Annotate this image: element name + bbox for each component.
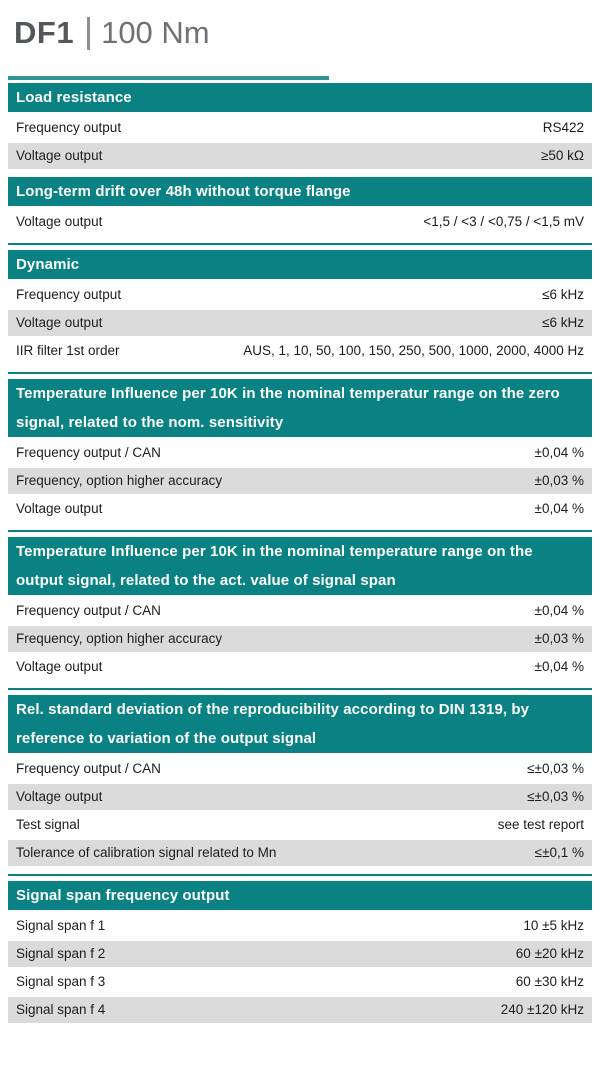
spec-row: Frequency output RS422: [8, 115, 592, 141]
section-divider-line: [8, 688, 592, 690]
spec-row: Frequency output / CAN ±0,04 %: [8, 598, 592, 624]
section-header: Long-term drift over 48h without torque …: [8, 177, 592, 206]
spec-label: Voltage output: [16, 315, 103, 330]
section-header: Signal span frequency output: [8, 881, 592, 910]
spec-label: Frequency output: [16, 287, 122, 302]
spec-value: ±0,03 %: [534, 473, 584, 488]
section: Rel. standard deviation of the reproduci…: [8, 688, 592, 866]
spec-value: ≤6 kHz: [542, 315, 584, 330]
spec-label: Frequency output / CAN: [16, 603, 161, 618]
torque-range: 100 Nm: [101, 15, 210, 50]
spec-label: IIR filter 1st order: [16, 343, 120, 358]
spec-row: Frequency output / CAN ±0,04 %: [8, 440, 592, 466]
spec-value: ≥50 kΩ: [540, 148, 584, 163]
spec-row: Voltage output ≤±0,03 %: [8, 784, 592, 810]
section: Dynamic Frequency output ≤6 kHz Voltage out…: [8, 243, 592, 364]
spec-value: ≤±0,03 %: [527, 761, 584, 776]
spec-row: Signal span f 4 240 ±120 kHz: [8, 997, 592, 1023]
spec-label: Frequency output: [16, 120, 122, 135]
spec-table: Load resistance Frequency output RS422 Volt…: [8, 76, 592, 1023]
section-header: Temperature Influence per 10K in the nom…: [8, 537, 592, 595]
page-title: DF1 100 Nm: [14, 12, 592, 54]
spec-row: Test signal see test report: [8, 812, 592, 838]
spec-value: ±0,04 %: [534, 445, 584, 460]
spec-row: Voltage output ±0,04 %: [8, 496, 592, 522]
title-divider-bar: [87, 16, 91, 50]
spec-row: Frequency output ≤6 kHz: [8, 282, 592, 308]
spec-label: Tolerance of calibration signal related …: [16, 845, 277, 860]
section: Signal span frequency output Signal span …: [8, 874, 592, 1023]
spec-label: Frequency, option higher accuracy: [16, 473, 223, 488]
spec-label: Voltage output: [16, 501, 103, 516]
spec-label: Signal span f 4: [16, 1002, 106, 1017]
spec-row: Frequency, option higher accuracy ±0,03 %: [8, 626, 592, 652]
spec-label: Voltage output: [16, 659, 103, 674]
spec-row: Voltage output <1,5 / <3 / <0,75 / <1,5 m…: [8, 209, 592, 235]
spec-value: 10 ±5 kHz: [523, 918, 584, 933]
spec-value: 60 ±20 kHz: [515, 946, 584, 961]
spec-label: Signal span f 2: [16, 946, 106, 961]
section-divider-line: [8, 874, 592, 876]
spec-row: Voltage output ≤6 kHz: [8, 310, 592, 336]
spec-value: AUS, 1, 10, 50, 100, 150, 250, 500, 1000…: [243, 343, 584, 358]
spec-label: Voltage output: [16, 789, 103, 804]
section-divider-line: [8, 76, 330, 80]
spec-value: ≤6 kHz: [542, 287, 584, 302]
spec-label: Signal span f 3: [16, 974, 106, 989]
spec-row: Signal span f 3 60 ±30 kHz: [8, 969, 592, 995]
section: Load resistance Frequency output RS422 Volt…: [8, 76, 592, 169]
spec-value: ±0,04 %: [534, 501, 584, 516]
spec-label: Voltage output: [16, 214, 103, 229]
section-divider-line: [8, 243, 592, 245]
spec-value: ≤±0,1 %: [534, 845, 584, 860]
spec-value: ±0,04 %: [534, 659, 584, 674]
spec-row: Tolerance of calibration signal related …: [8, 840, 592, 866]
spec-row: Signal span f 1 10 ±5 kHz: [8, 913, 592, 939]
spec-row: Frequency, option higher accuracy ±0,03 %: [8, 468, 592, 494]
spec-label: Frequency output / CAN: [16, 445, 161, 460]
section-divider-line: [8, 530, 592, 532]
spec-value: ±0,03 %: [534, 631, 584, 646]
spec-value: 240 ±120 kHz: [500, 1002, 584, 1017]
spec-label: Signal span f 1: [16, 918, 106, 933]
spec-value: <1,5 / <3 / <0,75 / <1,5 mV: [423, 214, 584, 229]
spec-value: see test report: [497, 817, 584, 832]
spec-value: ±0,04 %: [534, 603, 584, 618]
spec-label: Voltage output: [16, 148, 103, 163]
spec-value: RS422: [542, 120, 584, 135]
spec-value: ≤±0,03 %: [527, 789, 584, 804]
section: Long-term drift over 48h without torque …: [8, 177, 592, 235]
datasheet-page: DF1 100 Nm Load resistance Frequency outp…: [0, 12, 600, 1023]
spec-row: IIR filter 1st order AUS, 1, 10, 50, 100,…: [8, 338, 592, 364]
spec-row: Voltage output ±0,04 %: [8, 654, 592, 680]
spec-row: Voltage output ≥50 kΩ: [8, 143, 592, 169]
spec-label: Frequency output / CAN: [16, 761, 161, 776]
section-header: Rel. standard deviation of the reproduci…: [8, 695, 592, 753]
section: Temperature Influence per 10K in the nom…: [8, 530, 592, 680]
section: Temperature Influence per 10K in the nom…: [8, 372, 592, 522]
spec-row: Signal span f 2 60 ±20 kHz: [8, 941, 592, 967]
spec-row: Frequency output / CAN ≤±0,03 %: [8, 756, 592, 782]
section-divider-line: [8, 372, 592, 374]
spec-value: 60 ±30 kHz: [515, 974, 584, 989]
section-header: Temperature Influence per 10K in the nom…: [8, 379, 592, 437]
model-name: DF1: [14, 15, 75, 50]
spec-label: Test signal: [16, 817, 80, 832]
section-header: Dynamic: [8, 250, 592, 279]
spec-label: Frequency, option higher accuracy: [16, 631, 223, 646]
section-header: Load resistance: [8, 83, 592, 112]
